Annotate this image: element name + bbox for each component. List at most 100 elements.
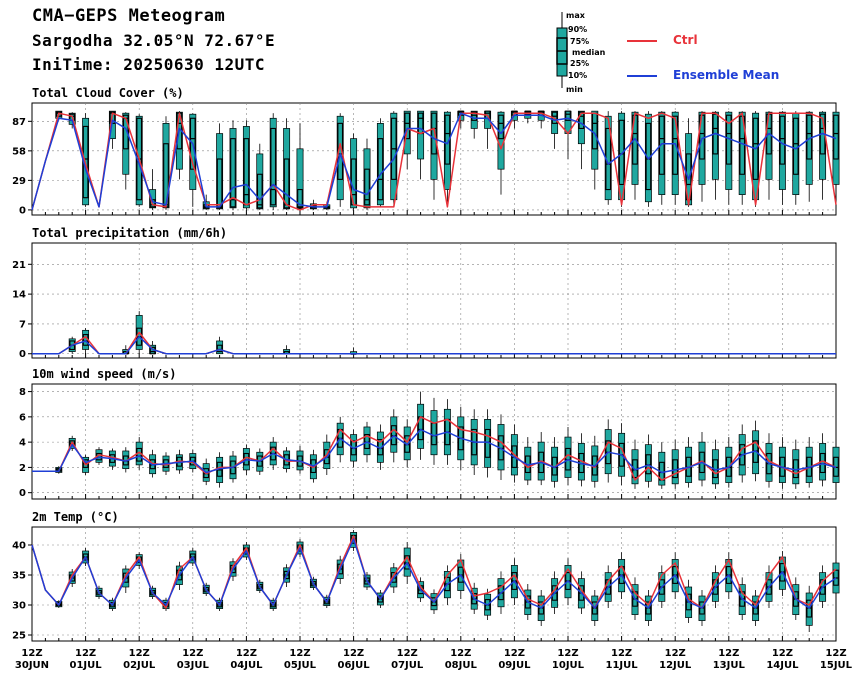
y-tick-label: 0 <box>19 349 26 360</box>
box-inner <box>256 173 263 209</box>
box-inner <box>591 112 598 150</box>
x-date-label: 02JUL <box>123 660 156 671</box>
panel-title: Total Cloud Cover (%) <box>32 86 184 100</box>
box-inner <box>565 110 571 121</box>
panel-title: Total precipitation (mm/6h) <box>32 226 227 240</box>
box-outer <box>149 189 157 209</box>
y-tick-label: 4 <box>19 438 26 449</box>
box-legend-glyph <box>556 12 568 88</box>
y-tick-label: 87 <box>12 117 26 128</box>
box-inner <box>270 127 277 206</box>
y-tick-label: 7 <box>19 319 26 330</box>
box-inner <box>806 114 813 160</box>
legend-ctrl-label: Ctrl <box>673 33 698 47</box>
x-date-label: 14JUL <box>766 660 799 671</box>
box-inner <box>792 117 799 175</box>
box-inner <box>578 111 585 130</box>
x-date-label: 12JUL <box>659 660 692 671</box>
x-date-label: 07JUL <box>391 660 424 671</box>
ensemble-mean-line <box>32 335 836 355</box>
panel-title: 10m wind speed (m/s) <box>32 367 177 381</box>
y-tick-label: 35 <box>12 571 26 582</box>
x-date-label: 09JUL <box>498 660 531 671</box>
x-hour-label: 12Z <box>504 648 525 659</box>
y-tick-label: 30 <box>12 601 26 612</box>
x-date-label: 04JUL <box>230 660 263 671</box>
x-date-label: 13JUL <box>713 660 746 671</box>
legend-p10: 10% <box>568 71 588 80</box>
box-inner <box>297 188 303 209</box>
x-date-label: 06JUL <box>338 660 371 671</box>
box-inner <box>471 111 478 121</box>
box-inner <box>431 112 437 155</box>
box-outer <box>417 110 425 160</box>
box-inner <box>672 459 679 479</box>
ctrl-series-line <box>31 112 837 211</box>
x-date-label: 10JUL <box>552 660 585 671</box>
meteogram-header: CMA−GEPS Meteogram Sargodha 32.05°N 72.6… <box>0 0 859 90</box>
box-inner <box>779 115 786 165</box>
x-hour-label: 12Z <box>825 648 846 659</box>
y-tick-label: 0 <box>19 488 26 499</box>
x-hour-label: 12Z <box>611 648 632 659</box>
box-inner <box>404 112 411 140</box>
x-hour-label: 12Z <box>21 648 42 659</box>
x-date-label: 01JUL <box>70 660 103 671</box>
legend-p75: 75% <box>570 37 590 46</box>
x-date-label: 05JUL <box>284 660 317 671</box>
x-hour-label: 12Z <box>129 648 150 659</box>
box-inner <box>216 158 223 209</box>
y-tick-label: 29 <box>12 176 26 187</box>
x-date-label: 11JUL <box>606 660 639 671</box>
ensemble-mean-line <box>32 428 837 474</box>
y-tick-label: 6 <box>19 412 26 423</box>
y-tick-label: 2 <box>19 463 26 474</box>
box-inner <box>431 422 437 446</box>
legend-mean-label: Ensemble Mean <box>673 68 780 82</box>
y-tick-label: 40 <box>12 541 26 552</box>
x-hour-label: 12Z <box>236 648 257 659</box>
init-time-label: IniTime: 20250630 12UTC <box>32 55 266 74</box>
x-hour-label: 12Z <box>665 648 686 659</box>
box-inner <box>283 158 290 209</box>
x-hour-label: 12Z <box>397 648 418 659</box>
y-tick-label: 0 <box>19 205 26 216</box>
y-tick-label: 25 <box>12 631 26 642</box>
x-hour-label: 12Z <box>718 648 739 659</box>
x-date-label: 08JUL <box>445 660 478 671</box>
x-date-label: 30JUN <box>15 660 49 671</box>
box-inner <box>364 168 370 206</box>
y-tick-label: 58 <box>12 146 26 157</box>
y-tick-label: 21 <box>12 260 26 271</box>
box-inner <box>136 447 143 462</box>
y-tick-label: 14 <box>12 290 26 301</box>
x-date-label: 15JUL <box>820 660 853 671</box>
box-legend: max 90% 75% median 25% 10% min <box>556 8 626 94</box>
ensemble-mean-line <box>31 112 837 211</box>
legend-ctrl-line <box>627 40 657 42</box>
box-inner <box>833 114 839 160</box>
ctrl-series-line <box>32 416 837 481</box>
box-outer <box>296 148 304 210</box>
legend-max: max <box>566 11 585 20</box>
x-hour-label: 12Z <box>75 648 96 659</box>
legend-mean-line <box>627 75 657 77</box>
legend-median: median <box>572 48 606 57</box>
y-tick-label: 8 <box>19 387 26 398</box>
panel-title: 2m Temp (°C) <box>32 510 119 524</box>
legend-p25: 25% <box>570 59 590 68</box>
station-label: Sargodha 32.05°N 72.67°E <box>32 31 276 50</box>
x-hour-label: 12Z <box>182 648 203 659</box>
box-inner <box>377 138 384 201</box>
box-inner <box>230 138 236 208</box>
x-date-label: 03JUL <box>177 660 210 671</box>
box-inner <box>122 114 129 150</box>
chart-title: CMA−GEPS Meteogram <box>32 6 226 26</box>
ensemble-mean-line <box>31 538 837 609</box>
x-hour-label: 12Z <box>343 648 364 659</box>
legend-p90: 90% <box>568 25 588 34</box>
x-hour-label: 12Z <box>450 648 471 659</box>
x-hour-label: 12Z <box>772 648 793 659</box>
panel-frame <box>31 242 837 359</box>
